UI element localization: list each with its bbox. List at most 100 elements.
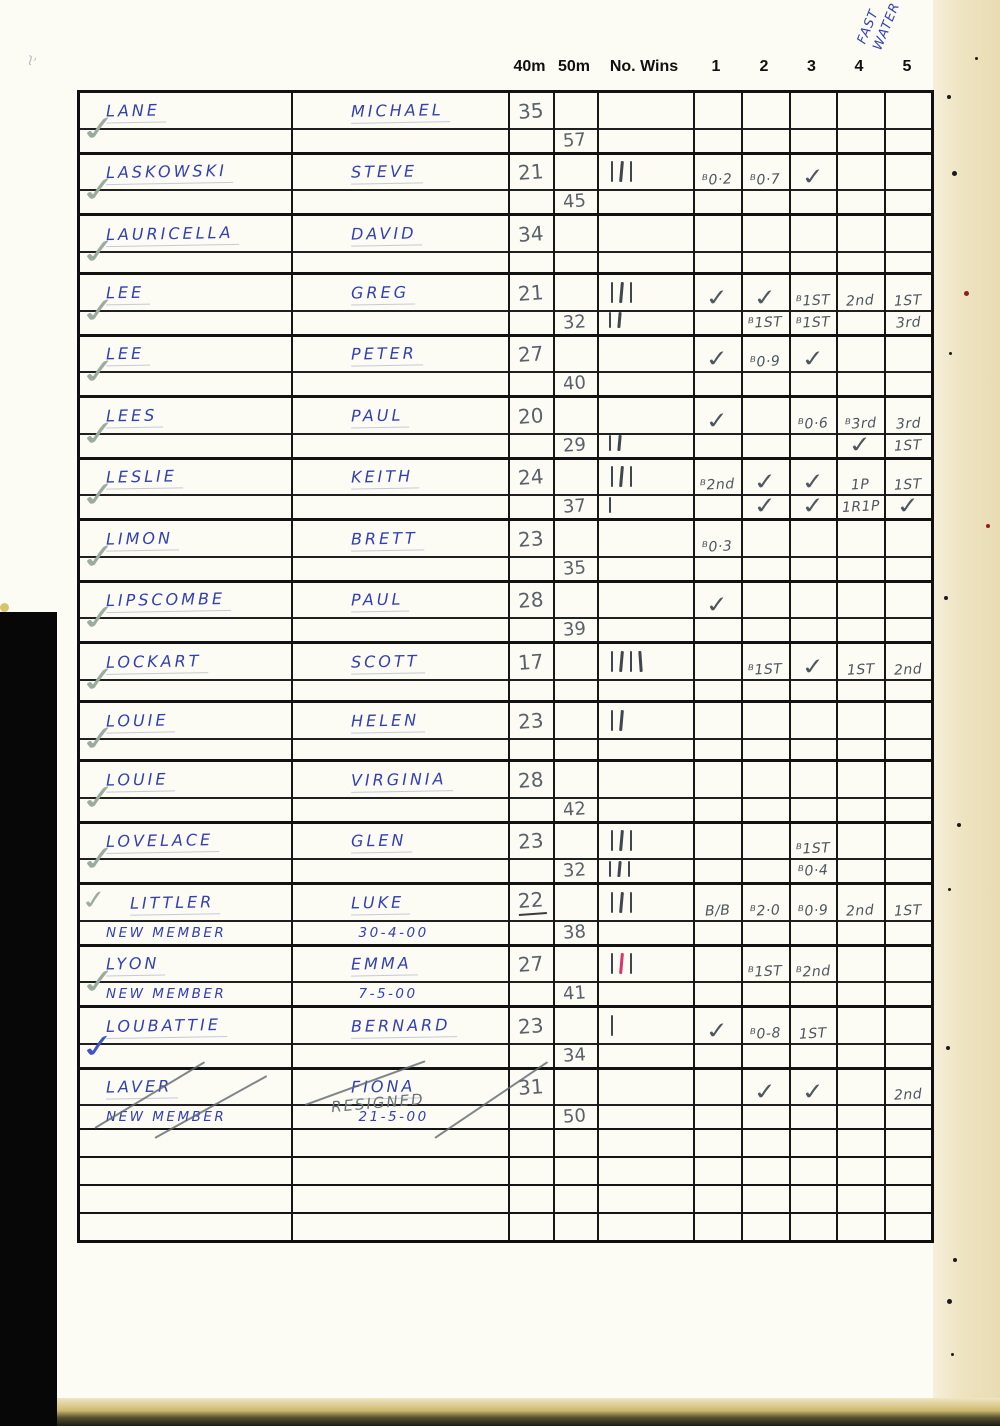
- win-cell: ᴮ0·9: [740, 333, 791, 372]
- time-50m: 50: [561, 1105, 587, 1128]
- win-cell: 1R1P: [835, 494, 886, 520]
- scan-speck: [944, 596, 948, 600]
- checkmark: ✓: [800, 163, 826, 192]
- cell-50m-sub: [552, 678, 599, 702]
- firstname-subcell: [290, 1042, 510, 1068]
- win-cell: [692, 641, 743, 680]
- win-cell: [692, 432, 743, 458]
- time-40m: 27: [516, 951, 544, 977]
- win-cell: [692, 759, 743, 798]
- cell-no-wins: [596, 456, 695, 495]
- firstname: GLEN: [350, 830, 413, 854]
- win-entry: 2nd: [846, 901, 875, 920]
- empty-cell: [507, 1156, 555, 1185]
- tally-stroke: [629, 466, 633, 487]
- tally-stroke: [619, 891, 624, 913]
- checkmark: ✓: [800, 468, 826, 497]
- cell-no-wins: [596, 333, 695, 372]
- cell-40m-sub: [507, 432, 555, 458]
- cell-no-wins: [596, 272, 695, 311]
- empty-cell: [552, 1156, 599, 1185]
- tally-stroke: [608, 312, 612, 328]
- cell-40m: 23: [507, 700, 555, 739]
- win-cell: [740, 250, 791, 274]
- firstname-subcell: [290, 737, 510, 761]
- ink-checkmark: ✓: [76, 1025, 120, 1066]
- member-date: 21-5-00 RESIGNED: [329, 1089, 429, 1125]
- win-cell: [788, 678, 838, 702]
- scan-speck: [946, 1046, 950, 1050]
- win-entry: 1R1P: [841, 498, 880, 516]
- cell-50m: [552, 700, 599, 739]
- checkmark: ✓: [704, 345, 731, 374]
- firstname-cell: DAVID: [290, 213, 510, 252]
- win-cell: [883, 555, 934, 581]
- scan-speck: [953, 1258, 957, 1262]
- member-row-main: LOUIE HELEN 23: [77, 700, 934, 739]
- empty-cell: [290, 1128, 510, 1157]
- surname-cell: LASKOWSKI: [77, 151, 293, 190]
- cell-50m-sub: 39: [552, 617, 599, 643]
- win-cell: [740, 213, 791, 252]
- empty-cell: [692, 1156, 743, 1185]
- member-row-main: LOCKART SCOTT 17 ᴮ1ST ✓ 1ST 2nd: [77, 641, 934, 681]
- surname-subcell: ✓: [76, 168, 293, 215]
- win-cell: [883, 617, 934, 643]
- win-cell: [692, 250, 743, 274]
- cell-50m: [552, 151, 599, 190]
- paper-bottom-edge: [57, 1398, 1000, 1426]
- tally-stroke: [610, 1014, 614, 1036]
- header-col-1: 1: [711, 58, 721, 75]
- tally-stroke: [617, 434, 622, 452]
- tally-marks: [610, 650, 643, 672]
- cell-no-wins: [596, 395, 695, 434]
- member-row-sub: ✓ 42: [76, 776, 934, 822]
- member-row-main: LIMON BRETT 23 ᴮ0·3: [77, 518, 934, 557]
- time-50m: 37: [561, 495, 587, 518]
- win-cell: [740, 395, 791, 434]
- cell-50m: [552, 820, 599, 859]
- cell-50m: [552, 641, 599, 680]
- tally-stroke: [610, 709, 614, 731]
- cell-no-wins-sub: [596, 250, 695, 274]
- win-entry: ᴮ0·9: [797, 901, 829, 920]
- cell-50m: [552, 395, 599, 434]
- win-entry: 3rd: [895, 414, 922, 433]
- scan-speck: [947, 1299, 952, 1304]
- tally-stroke: [629, 830, 633, 851]
- member-row-sub: ✓ 39: [76, 596, 934, 643]
- cell-no-wins: [596, 820, 695, 859]
- cell-40m-sub: [507, 796, 555, 822]
- win-cell: [788, 518, 838, 557]
- member-row-sub: ✓ 34: [77, 1025, 934, 1068]
- empty-cell: [552, 1128, 599, 1157]
- win-cell: [835, 333, 886, 372]
- win-cell: 1ST: [835, 641, 886, 680]
- firstname-subcell: [290, 371, 510, 397]
- win-cell: 1ST: [883, 272, 934, 311]
- surname-cell: LOCKART: [77, 641, 293, 680]
- empty-cell: [552, 1212, 599, 1241]
- win-cell: ✓: [788, 493, 838, 520]
- time-40m: 22: [516, 886, 547, 916]
- checkmark: ✓: [800, 653, 826, 681]
- cell-40m-sub: [507, 981, 555, 1007]
- time-40m: 28: [516, 587, 544, 613]
- time-50m: 32: [561, 310, 587, 334]
- empty-cell: [507, 1128, 555, 1157]
- surname-cell: LEES: [77, 395, 293, 434]
- win-cell: [740, 189, 791, 215]
- win-entry: ᴮ1ST: [795, 291, 831, 310]
- surname-subcell: ✓: [76, 535, 293, 581]
- empty-cell: [290, 1184, 510, 1213]
- win-cell: ᴮ2·0: [740, 882, 791, 921]
- member-row-main: LESLIE KEITH 24 ᴮ2nd ✓ ✓ 1P 1ST: [77, 456, 934, 497]
- cell-40m-sub: [507, 494, 555, 520]
- cell-no-wins: [596, 1005, 695, 1044]
- header-40m: 40m: [513, 58, 546, 75]
- win-cell: [835, 127, 886, 153]
- win-cell: ᴮ2nd: [788, 943, 838, 982]
- tally-marks: [608, 496, 612, 513]
- firstname: MICHAEL: [350, 99, 450, 124]
- cell-50m: [552, 882, 599, 921]
